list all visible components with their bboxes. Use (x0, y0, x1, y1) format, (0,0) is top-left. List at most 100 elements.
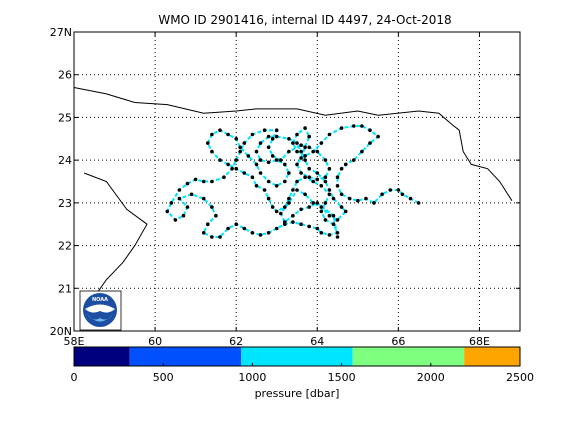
profile-point (311, 201, 316, 205)
profile-point (307, 166, 312, 171)
profile-point (307, 224, 312, 229)
noaa-logo-text: NOAA (92, 297, 108, 303)
profile-point (226, 162, 230, 167)
profile-point (291, 220, 295, 224)
profile-point (319, 184, 324, 188)
profile-point (331, 196, 336, 201)
profile-point (181, 213, 186, 218)
profile-point (226, 132, 230, 137)
profile-point (246, 154, 251, 158)
colorbar-ticks: 0 500 1000 1500 2000 2500 (71, 363, 534, 384)
profile-point (287, 196, 291, 201)
float-track-line (166, 125, 420, 238)
profile-point (364, 196, 368, 201)
profile-point (238, 149, 242, 154)
profile-point (335, 175, 340, 179)
profile-point (303, 158, 307, 162)
profile-point (347, 196, 352, 201)
profile-point (319, 231, 324, 235)
colorbar-label: pressure [dbar] (255, 387, 340, 400)
profile-point (222, 175, 226, 179)
profile-point (400, 192, 405, 197)
lon-tick-label: 68E (469, 335, 490, 348)
colorbar-frame (73, 346, 521, 367)
colorbar-bin (352, 347, 465, 366)
profile-point (311, 179, 316, 184)
profile-point (315, 226, 320, 231)
profile-point (266, 196, 271, 201)
profile-point (287, 137, 291, 141)
profile-point (274, 184, 279, 188)
profile-point (319, 205, 324, 209)
lon-tick-label: 66 (391, 335, 405, 348)
profile-point (250, 231, 255, 235)
profile-point (270, 205, 275, 209)
profile-point (210, 132, 214, 137)
profile-point (210, 205, 214, 209)
profile-point (315, 201, 320, 205)
colorbar-tick-label: 1000 (238, 371, 266, 384)
profile-point (323, 179, 328, 184)
profile-point (368, 128, 372, 132)
profile-point (299, 149, 303, 154)
lat-tick-label: 25 (58, 111, 72, 124)
profile-point (206, 222, 210, 226)
profile-point (258, 141, 263, 145)
profile-point (339, 126, 344, 130)
profile-point (177, 188, 182, 192)
profile-point (307, 134, 312, 139)
profile-point (218, 128, 222, 132)
lat-tick-label: 20N (50, 325, 72, 338)
colorbar-bin (74, 347, 130, 366)
profile-point (283, 179, 287, 184)
profile-point (274, 134, 279, 139)
colorbar-bins (74, 347, 520, 366)
profile-point (352, 124, 356, 128)
profile-point (210, 235, 214, 239)
profile-point (299, 207, 303, 212)
profile-point (295, 179, 299, 184)
profile-point (319, 209, 324, 214)
noaa-logo-bird-icon (85, 304, 115, 313)
profile-point (335, 231, 340, 235)
profile-point (230, 166, 234, 171)
profile-point (327, 213, 332, 218)
profile-point (234, 137, 238, 141)
profile-point (234, 222, 238, 226)
profile-point (323, 201, 328, 205)
profile-point (307, 205, 312, 209)
profile-point (262, 128, 267, 132)
profile-point (315, 177, 320, 182)
colorbar-bin (464, 347, 520, 366)
lon-tick-label: 62 (229, 335, 243, 348)
profile-point (376, 134, 380, 139)
profile-point (315, 171, 320, 175)
profile-point (360, 149, 364, 154)
profile-point (210, 149, 214, 154)
profile-point (291, 188, 295, 192)
profile-point (279, 158, 283, 162)
profile-point (339, 166, 344, 171)
profile-point (218, 158, 222, 162)
profile-point (339, 205, 344, 209)
profile-point (327, 192, 332, 197)
profile-point (185, 181, 190, 186)
profile-point (218, 235, 222, 239)
profile-point (335, 184, 340, 188)
profile-point (323, 175, 328, 179)
profile-point (210, 179, 214, 184)
profile-point (283, 162, 287, 167)
profile-point (327, 188, 332, 192)
profile-point (214, 213, 218, 218)
profile-point (270, 137, 275, 141)
profile-point (295, 149, 299, 154)
profile-point (254, 162, 259, 167)
profile-point (343, 209, 348, 214)
profile-point (396, 188, 401, 192)
profile-point (266, 179, 271, 184)
profile-point (266, 145, 271, 150)
profile-point (299, 171, 303, 175)
profile-point (274, 128, 279, 132)
profile-point (408, 196, 413, 201)
